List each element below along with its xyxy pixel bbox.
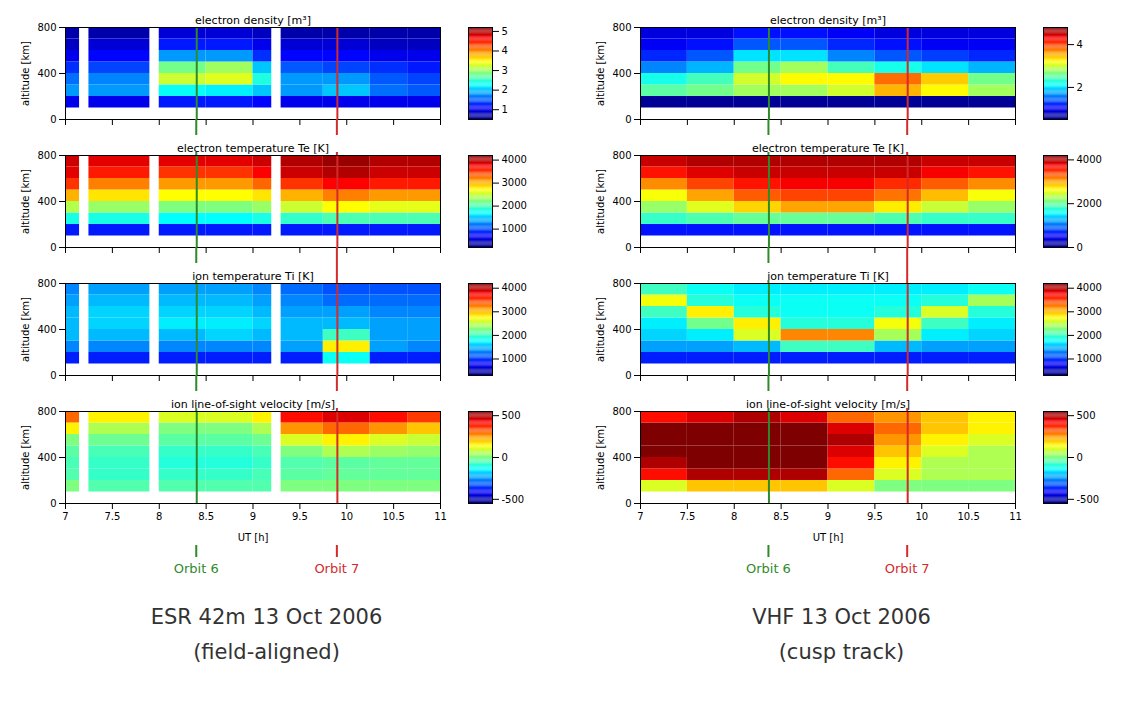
svg-text:9.5: 9.5 xyxy=(292,511,308,522)
svg-text:-500: -500 xyxy=(1077,494,1100,505)
svg-text:10.5: 10.5 xyxy=(957,511,979,522)
svg-text:ion temperature Ti [K]: ion temperature Ti [K] xyxy=(192,270,314,283)
svg-text:500: 500 xyxy=(502,410,521,421)
svg-text:11: 11 xyxy=(1009,511,1022,522)
svg-text:0: 0 xyxy=(625,242,631,253)
html-text:VHF 13 Oct 2006: VHF 13 Oct 2006 xyxy=(752,605,931,629)
svg-text:0: 0 xyxy=(1077,452,1083,463)
svg-text:altitude [km]: altitude [km] xyxy=(20,297,31,362)
svg-text:0: 0 xyxy=(50,242,56,253)
svg-text:400: 400 xyxy=(612,196,631,207)
svg-text:4: 4 xyxy=(502,45,508,56)
svg-text:800: 800 xyxy=(612,278,631,289)
svg-text:800: 800 xyxy=(37,278,56,289)
svg-text:1000: 1000 xyxy=(502,223,527,234)
svg-text:2: 2 xyxy=(502,84,508,95)
svg-text:altitude [km]: altitude [km] xyxy=(20,425,31,490)
svg-text:8: 8 xyxy=(156,511,162,522)
svg-text:3000: 3000 xyxy=(502,177,527,188)
svg-text:800: 800 xyxy=(37,150,56,161)
svg-text:5: 5 xyxy=(502,26,508,37)
svg-text:electron temperature Te [K]: electron temperature Te [K] xyxy=(752,142,904,155)
svg-text:Orbit 6: Orbit 6 xyxy=(174,561,219,576)
svg-text:10: 10 xyxy=(340,511,353,522)
svg-text:2000: 2000 xyxy=(1077,330,1102,341)
svg-text:800: 800 xyxy=(37,22,56,33)
svg-text:altitude [km]: altitude [km] xyxy=(20,41,31,106)
svg-text:800: 800 xyxy=(612,22,631,33)
svg-text:2: 2 xyxy=(1077,82,1083,93)
svg-text:UT [h]: UT [h] xyxy=(238,532,269,543)
svg-text:altitude [km]: altitude [km] xyxy=(20,169,31,234)
svg-text:Orbit 7: Orbit 7 xyxy=(314,561,359,576)
svg-text:2000: 2000 xyxy=(502,330,527,341)
svg-text:500: 500 xyxy=(1077,410,1096,421)
svg-text:electron temperature Te [K]: electron temperature Te [K] xyxy=(177,142,329,155)
svg-text:0: 0 xyxy=(625,114,631,125)
svg-text:11: 11 xyxy=(434,511,447,522)
svg-text:800: 800 xyxy=(612,150,631,161)
svg-text:800: 800 xyxy=(612,406,631,417)
svg-text:8.5: 8.5 xyxy=(773,511,789,522)
svg-text:3000: 3000 xyxy=(1077,306,1102,317)
svg-text:ion temperature Ti [K]: ion temperature Ti [K] xyxy=(767,270,889,283)
svg-text:9: 9 xyxy=(250,511,256,522)
svg-text:-500: -500 xyxy=(502,494,525,505)
svg-text:Orbit 6: Orbit 6 xyxy=(746,561,791,576)
html-text:ESR 42m 13 Oct 2006: ESR 42m 13 Oct 2006 xyxy=(150,605,383,629)
svg-text:7.5: 7.5 xyxy=(104,511,120,522)
html-text:(cusp track): (cusp track) xyxy=(778,639,905,664)
svg-text:0: 0 xyxy=(625,498,631,509)
svg-text:0: 0 xyxy=(50,370,56,381)
svg-text:7: 7 xyxy=(62,511,68,522)
svg-text:0: 0 xyxy=(50,114,56,125)
svg-text:0: 0 xyxy=(1077,242,1083,253)
html-text:(field-aligned): (field-aligned) xyxy=(193,639,340,664)
svg-text:0: 0 xyxy=(625,370,631,381)
svg-text:UT [h]: UT [h] xyxy=(813,532,844,543)
svg-text:altitude [km]: altitude [km] xyxy=(595,425,606,490)
svg-text:7: 7 xyxy=(637,511,643,522)
svg-text:400: 400 xyxy=(612,452,631,463)
svg-text:400: 400 xyxy=(612,68,631,79)
svg-text:400: 400 xyxy=(612,324,631,335)
svg-text:4000: 4000 xyxy=(502,154,527,165)
svg-text:7.5: 7.5 xyxy=(679,511,695,522)
svg-text:400: 400 xyxy=(37,196,56,207)
svg-text:2000: 2000 xyxy=(1077,198,1102,209)
svg-text:3: 3 xyxy=(502,65,508,76)
svg-text:4: 4 xyxy=(1077,39,1083,50)
svg-text:electron density [m³]: electron density [m³] xyxy=(770,14,886,27)
svg-text:altitude [km]: altitude [km] xyxy=(595,41,606,106)
svg-text:400: 400 xyxy=(37,324,56,335)
svg-text:10: 10 xyxy=(915,511,928,522)
svg-text:9.5: 9.5 xyxy=(867,511,883,522)
svg-text:8.5: 8.5 xyxy=(198,511,214,522)
svg-text:ion line-of-sight velocity [m/: ion line-of-sight velocity [m/s] xyxy=(171,398,335,411)
svg-text:400: 400 xyxy=(37,452,56,463)
svg-text:electron density [m³]: electron density [m³] xyxy=(195,14,311,27)
svg-text:8: 8 xyxy=(731,511,737,522)
svg-text:1000: 1000 xyxy=(502,353,527,364)
svg-text:4000: 4000 xyxy=(1077,154,1102,165)
svg-text:4000: 4000 xyxy=(502,282,527,293)
svg-text:0: 0 xyxy=(50,498,56,509)
svg-text:0: 0 xyxy=(502,452,508,463)
svg-text:800: 800 xyxy=(37,406,56,417)
svg-text:9: 9 xyxy=(825,511,831,522)
svg-text:ion line-of-sight velocity [m/: ion line-of-sight velocity [m/s] xyxy=(746,398,910,411)
svg-text:4000: 4000 xyxy=(1077,282,1102,293)
svg-text:400: 400 xyxy=(37,68,56,79)
svg-text:3000: 3000 xyxy=(502,306,527,317)
svg-text:2000: 2000 xyxy=(502,200,527,211)
svg-text:1: 1 xyxy=(502,104,508,115)
svg-text:10.5: 10.5 xyxy=(382,511,404,522)
svg-text:altitude [km]: altitude [km] xyxy=(595,297,606,362)
svg-text:Orbit 7: Orbit 7 xyxy=(885,561,930,576)
svg-text:altitude [km]: altitude [km] xyxy=(595,169,606,234)
svg-text:1000: 1000 xyxy=(1077,353,1102,364)
